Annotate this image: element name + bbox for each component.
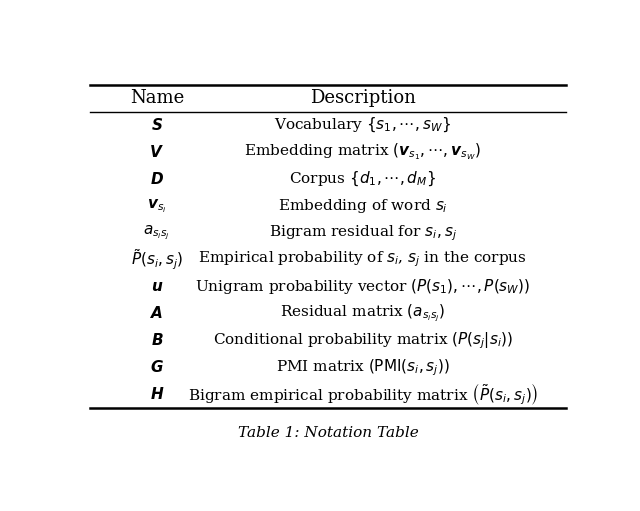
Text: Description: Description [310,89,415,107]
Text: $a_{s_i s_j}$: $a_{s_i s_j}$ [143,224,170,242]
Text: Residual matrix $\left(a_{s_i s_j}\right)$: Residual matrix $\left(a_{s_i s_j}\right… [280,303,445,324]
Text: $\boldsymbol{A}$: $\boldsymbol{A}$ [150,306,164,321]
Text: Name: Name [130,89,184,107]
Text: $\boldsymbol{u}$: $\boldsymbol{u}$ [150,280,163,294]
Text: Empirical probability of $s_i$, $s_j$ in the corpus: Empirical probability of $s_i$, $s_j$ in… [198,250,527,269]
Text: $\tilde{P}(s_i, s_j)$: $\tilde{P}(s_i, s_j)$ [131,247,183,272]
Text: $\boldsymbol{v}_{s_i}$: $\boldsymbol{v}_{s_i}$ [147,197,167,215]
Text: Vocabulary $\{s_1, \cdots, s_W\}$: Vocabulary $\{s_1, \cdots, s_W\}$ [275,116,451,134]
Text: Embedding matrix $(\boldsymbol{v}_{s_1}, \cdots, \boldsymbol{v}_{s_W})$: Embedding matrix $(\boldsymbol{v}_{s_1},… [244,142,481,162]
Text: Conditional probability matrix $\left(P(s_j|s_i)\right)$: Conditional probability matrix $\left(P(… [212,330,513,351]
Text: $\boldsymbol{S}$: $\boldsymbol{S}$ [151,117,163,133]
Text: Unigram probability vector $(P(s_1), \cdots, P(s_W))$: Unigram probability vector $(P(s_1), \cd… [195,277,531,296]
Text: Embedding of word $s_i$: Embedding of word $s_i$ [278,197,447,215]
Text: $\boldsymbol{G}$: $\boldsymbol{G}$ [150,359,164,375]
Text: Bigram empirical probability matrix $\left(\tilde{P}(s_i, s_j)\right)$: Bigram empirical probability matrix $\le… [188,381,538,407]
Text: $\boldsymbol{H}$: $\boldsymbol{H}$ [150,386,164,402]
Text: $\boldsymbol{B}$: $\boldsymbol{B}$ [150,332,163,349]
Text: PMI matrix $\left(\mathrm{PMI}(s_i, s_j)\right)$: PMI matrix $\left(\mathrm{PMI}(s_i, s_j)… [276,357,450,378]
Text: $\boldsymbol{V}$: $\boldsymbol{V}$ [150,144,164,160]
Text: Bigram residual for $s_i, s_j$: Bigram residual for $s_i, s_j$ [269,223,457,243]
Text: Corpus $\{d_1, \cdots, d_M\}$: Corpus $\{d_1, \cdots, d_M\}$ [289,170,436,188]
Text: $\boldsymbol{D}$: $\boldsymbol{D}$ [150,171,164,187]
Text: Table 1: Notation Table: Table 1: Notation Table [237,426,419,440]
